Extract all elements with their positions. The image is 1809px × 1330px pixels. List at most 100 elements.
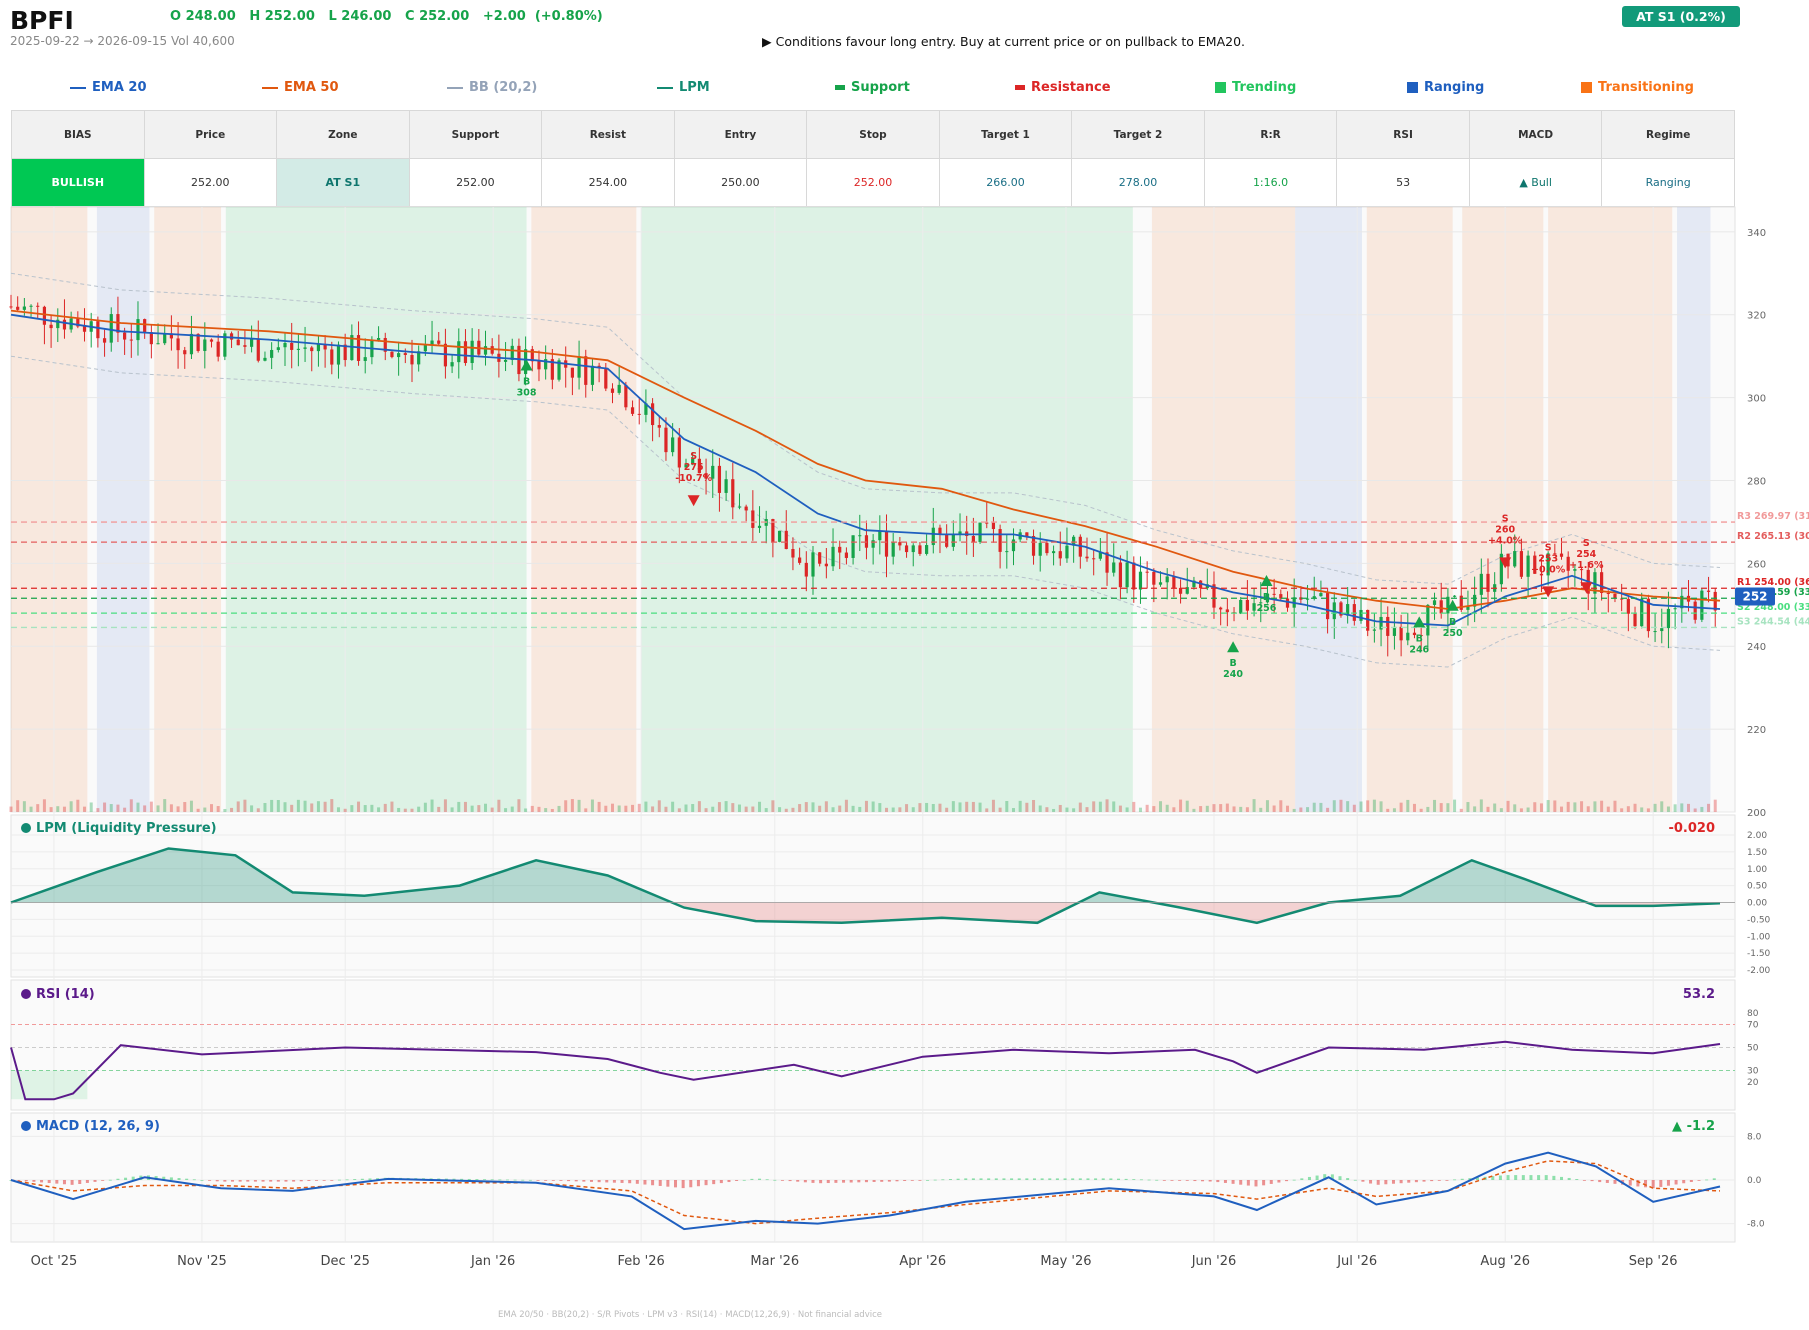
legend-item-support[interactable]: Support [835, 80, 910, 95]
candle-body [430, 340, 434, 346]
macd-histogram-bar [337, 1179, 341, 1181]
candle-body [216, 341, 220, 357]
macd-histogram-bar [368, 1178, 372, 1180]
candle-body [811, 552, 815, 577]
volume-bar [918, 803, 922, 812]
volume-bar [771, 800, 775, 812]
macd-histogram-bar [574, 1180, 578, 1182]
macd-histogram-bar [131, 1176, 135, 1180]
signal-label: -10.7% [675, 473, 712, 484]
volume-bar [1707, 803, 1711, 812]
signal-label: B [1229, 658, 1236, 669]
macd-histogram-bar [834, 1180, 838, 1183]
legend-item-bb-20-2[interactable]: BB (20,2) [447, 80, 537, 95]
macd-histogram-bar [712, 1180, 716, 1185]
legend-item-resistance[interactable]: Resistance [1015, 80, 1111, 95]
macd-histogram-bar [597, 1180, 601, 1183]
macd-histogram-bar [513, 1179, 517, 1181]
legend-swatch [447, 86, 463, 89]
volume-bar [16, 800, 20, 812]
candle-body [771, 519, 775, 542]
x-tick-label: Oct '25 [31, 1254, 78, 1269]
volume-bar [76, 799, 80, 812]
volume-bar [1032, 799, 1036, 812]
candle-body [450, 362, 454, 367]
candle-body [891, 542, 895, 557]
volume-bar [330, 799, 334, 812]
volume-bar [1513, 804, 1517, 812]
macd-last-value: ▲ -1.2 [1672, 1119, 1715, 1134]
regime-band-transitioning [1366, 207, 1453, 812]
macd-histogram-bar [246, 1180, 250, 1182]
volume-bar [236, 801, 240, 812]
candle-body [49, 324, 53, 329]
macd-histogram-bar [1269, 1180, 1273, 1184]
volume-bar [1539, 803, 1543, 812]
candle-body [42, 306, 47, 325]
volume-bar [724, 801, 728, 812]
legend-label: EMA 50 [284, 80, 339, 95]
table-value-r-r: 1:16.0 [1203, 158, 1338, 207]
volume-bar [1038, 805, 1042, 812]
candle-body [617, 384, 621, 393]
volume-bar [657, 800, 661, 812]
lpm-y-tick-label: 0.00 [1747, 899, 1767, 909]
macd-histogram-bar [85, 1180, 89, 1183]
x-tick-label: May '26 [1040, 1254, 1091, 1269]
volume-bar [697, 801, 701, 812]
volume-bar [1620, 808, 1624, 812]
level-label: R3 269.97 (31x) [1737, 511, 1809, 522]
volume-bar [1025, 802, 1029, 812]
legend-item-ranging[interactable]: Ranging [1407, 80, 1484, 95]
legend-item-ema-50[interactable]: EMA 50 [262, 80, 339, 95]
volume-bar [129, 799, 133, 812]
macd-histogram-bar [40, 1180, 44, 1183]
legend-item-ema-20[interactable]: EMA 20 [70, 80, 147, 95]
bb-upper-line [10, 272, 1721, 585]
legend-item-lpm[interactable]: LPM [657, 80, 710, 95]
candle-body [236, 339, 240, 346]
volume-bar [1593, 801, 1597, 812]
candle-body [1172, 576, 1176, 588]
volume-bar [1700, 806, 1704, 812]
macd-histogram-bar [162, 1176, 166, 1180]
regime-band-transitioning [1151, 207, 1296, 812]
volume-bar [156, 805, 160, 812]
candle-body [998, 529, 1002, 552]
legend-item-trending[interactable]: Trending [1215, 80, 1296, 95]
candle-body [931, 527, 935, 546]
macd-histogram-bar [689, 1180, 693, 1188]
macd-histogram-bar [895, 1180, 899, 1182]
volume-bar [824, 801, 828, 812]
macd-histogram-bar [727, 1180, 731, 1183]
macd-histogram-bar [796, 1180, 800, 1182]
volume-bar [276, 800, 280, 812]
candle-body [1112, 562, 1116, 573]
candle-body [229, 333, 234, 340]
candle-body [1105, 552, 1109, 573]
macd-histogram-bar [192, 1179, 196, 1181]
volume-bar [631, 804, 635, 812]
table-header-regime: Regime [1601, 110, 1735, 159]
macd-histogram-bar [528, 1179, 532, 1181]
macd-histogram-bar [1285, 1180, 1289, 1182]
candle-body [898, 542, 902, 546]
candle-body [410, 354, 414, 365]
macd-histogram-bar [177, 1178, 181, 1180]
candle-body [1660, 628, 1664, 632]
legend-label: Trending [1232, 80, 1297, 95]
volume-bar [1092, 801, 1096, 812]
volume-bar [430, 799, 434, 812]
lpm-y-tick-label: 1.00 [1747, 865, 1767, 875]
candle-body [1620, 598, 1624, 600]
candle-body [1312, 596, 1316, 599]
lpm-line [10, 847, 1721, 925]
signal-label: +4.0% [1488, 535, 1523, 546]
candle-body [544, 359, 548, 370]
volume-bar [1633, 803, 1637, 812]
candle-body [1419, 635, 1423, 637]
candle-body [791, 549, 795, 558]
volume-bar [1406, 799, 1410, 812]
volume-bar [1052, 808, 1056, 812]
legend-item-transitioning[interactable]: Transitioning [1581, 80, 1694, 95]
